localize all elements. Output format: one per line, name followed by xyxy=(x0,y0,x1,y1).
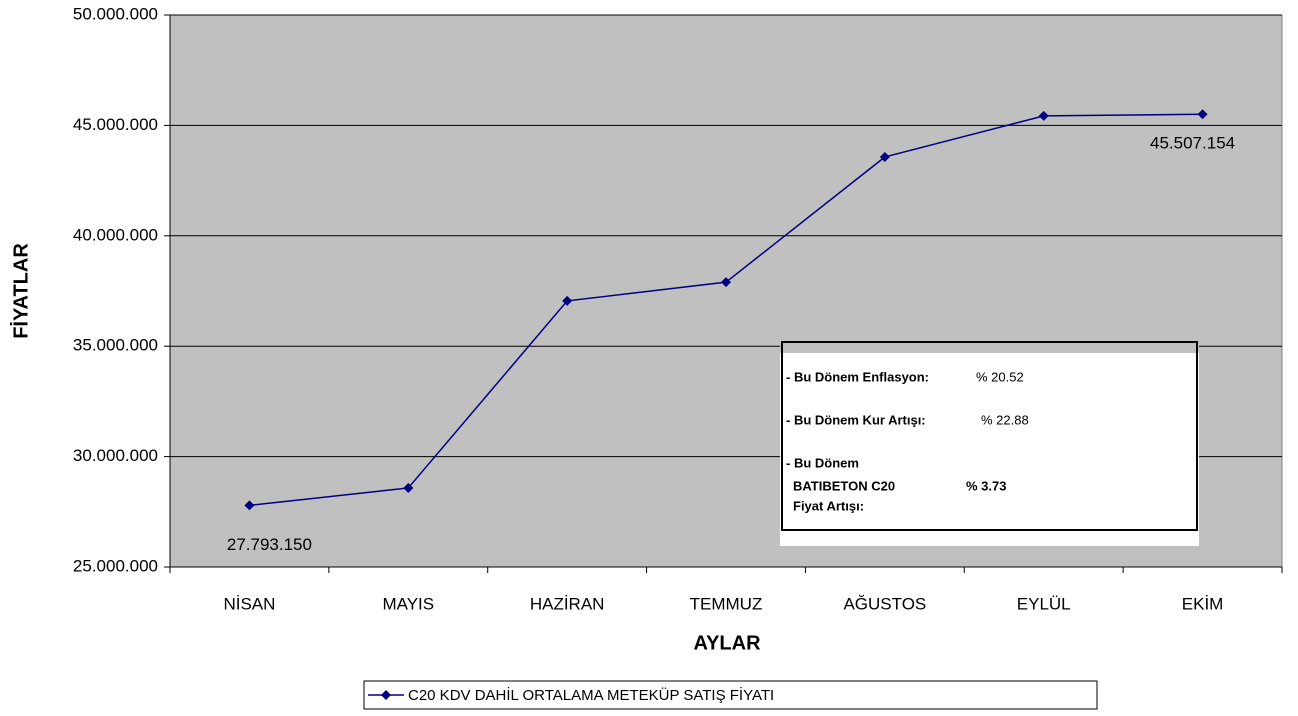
marker xyxy=(244,500,255,511)
annotation-value: % 3.73 xyxy=(966,478,1006,493)
x-tick-label: MAYIS xyxy=(382,594,434,613)
x-tick-label: HAZİRAN xyxy=(530,594,605,613)
legend-marker xyxy=(381,690,391,700)
legend-label: C20 KDV DAHİL ORTALAMA METEKÜP SATIŞ FİY… xyxy=(408,686,774,704)
y-tick-label: 40.000.000 xyxy=(73,225,158,244)
y-tick-label: 30.000.000 xyxy=(73,446,158,465)
marker xyxy=(721,277,731,288)
x-tick-label: NİSAN xyxy=(223,594,275,613)
annotation-value: % 20.52 xyxy=(976,369,1024,384)
y-tick-label: 50.000.000 xyxy=(73,4,158,23)
data-label: 45.507.154 xyxy=(1150,134,1235,153)
data-label: 27.793.150 xyxy=(227,535,312,554)
marker xyxy=(1197,109,1208,120)
x-axis-title: AYLAR xyxy=(693,632,761,654)
x-tick-label: TEMMUZ xyxy=(690,594,763,613)
y-tick-label: 35.000.000 xyxy=(73,336,158,355)
annotation-label: - Bu Dönem Kur Artışı: xyxy=(786,412,926,427)
x-tick-label: EYLÜL xyxy=(1017,594,1071,613)
annotation-shade xyxy=(780,340,1199,546)
x-tick-label: EKİM xyxy=(1182,594,1224,613)
marker xyxy=(562,295,573,306)
marker xyxy=(403,482,414,493)
annotation-band xyxy=(780,340,1199,353)
y-tick-label: 25.000.000 xyxy=(73,556,158,575)
annotation-label: BATIBETON C20 xyxy=(793,478,895,493)
annotation-label: Fiyat Artışı: xyxy=(793,498,864,513)
marker xyxy=(1038,110,1049,121)
x-tick-label: AĞUSTOS xyxy=(843,594,926,613)
annotation-label: - Bu Dönem Enflasyon: xyxy=(786,369,929,384)
marker xyxy=(879,151,890,162)
annotation-label: - Bu Dönem xyxy=(786,455,859,470)
y-axis-title: FİYATLAR xyxy=(9,243,32,339)
annotation-value: % 22.88 xyxy=(981,412,1029,427)
annotation-box xyxy=(781,341,1198,531)
y-tick-label: 45.000.000 xyxy=(73,115,158,134)
legend-box xyxy=(363,680,1098,710)
